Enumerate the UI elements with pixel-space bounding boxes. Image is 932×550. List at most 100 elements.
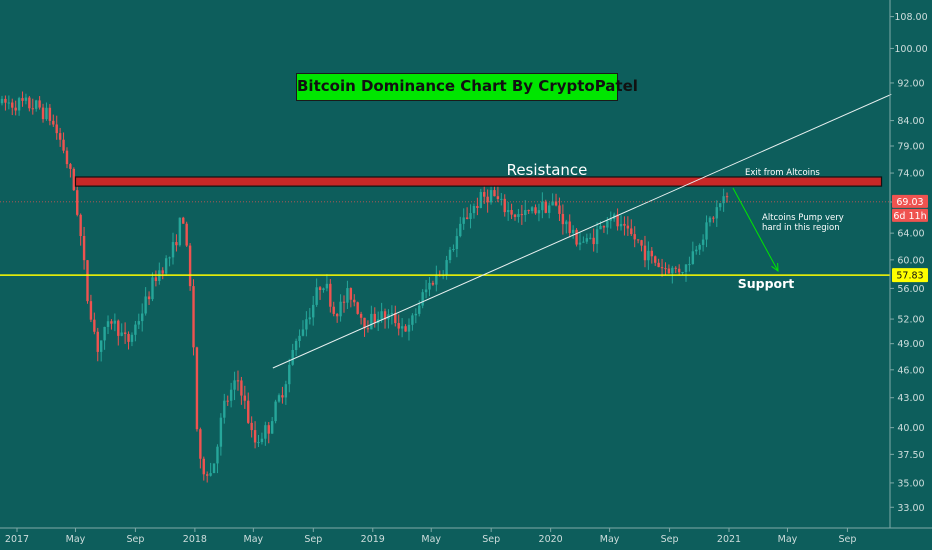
candle-86: [294, 338, 298, 357]
candle-160: [548, 202, 551, 219]
candle-32: [110, 319, 113, 330]
candle-208: [712, 216, 715, 223]
candle-141: [483, 185, 486, 204]
candle-42: [144, 287, 147, 316]
trendline: [272, 93, 892, 369]
y-tick-label-14: 40.00: [897, 423, 924, 434]
candle-199: [681, 271, 684, 275]
x-tick-label-14: Sep: [838, 534, 856, 545]
candle-108: [370, 305, 373, 330]
countdown-badge: 6d 11h: [892, 208, 928, 222]
candle-201: [688, 256, 691, 272]
candle-181: [619, 215, 623, 231]
candle-184: [630, 219, 633, 237]
candle-31: [106, 315, 110, 335]
candle-80: [274, 399, 277, 424]
candle-135: [462, 208, 465, 230]
y-tick-label-8: 60.00: [897, 255, 924, 266]
candle-82: [281, 386, 284, 404]
candle-6: [21, 91, 24, 107]
candle-39: [134, 320, 137, 342]
candle-131: [448, 246, 452, 264]
resistance-label: Resistance: [507, 161, 588, 179]
candle-167: [571, 225, 575, 239]
candle-123: [421, 289, 424, 309]
y-tick-label-17: 33.00: [897, 503, 924, 514]
y-tick-label-10: 52.00: [897, 315, 924, 326]
candle-64: [219, 413, 223, 456]
candle-38: [130, 332, 134, 347]
candle-0: [0, 95, 4, 106]
candle-44: [151, 272, 154, 302]
candle-8: [28, 95, 31, 112]
x-tick-label-11: Sep: [661, 534, 679, 545]
candle-84: [288, 358, 291, 393]
candle-104: [356, 301, 359, 315]
candle-180: [616, 208, 619, 231]
candle-63: [216, 444, 219, 474]
candles-group: [0, 91, 729, 483]
x-tick-label-9: 2020: [539, 534, 563, 545]
y-tick-label-11: 49.00: [897, 339, 924, 350]
candle-83: [284, 380, 288, 405]
candle-3: [11, 98, 14, 116]
candle-186: [636, 239, 640, 244]
candle-178: [609, 211, 612, 229]
candle-117: [400, 318, 404, 338]
candle-170: [582, 236, 585, 243]
candle-37: [127, 331, 130, 350]
candle-153: [524, 200, 527, 222]
annotations-group: Resistance Support Exit from Altcoins Al…: [507, 161, 844, 291]
candle-24: [82, 226, 86, 270]
candle-155: [530, 206, 534, 214]
candle-98: [335, 312, 339, 323]
candle-198: [677, 264, 681, 276]
candle-197: [674, 266, 677, 274]
candle-47: [161, 267, 164, 280]
candle-210: [719, 203, 722, 211]
candle-62: [212, 463, 216, 474]
candle-54: [185, 221, 188, 247]
candle-13: [45, 102, 48, 121]
candle-25: [86, 260, 89, 304]
candle-85: [291, 343, 294, 366]
candle-116: [397, 314, 400, 336]
candle-59: [202, 456, 205, 481]
candle-15: [52, 114, 55, 127]
candle-35: [120, 323, 123, 337]
candle-193: [660, 258, 664, 277]
candle-66: [226, 395, 229, 406]
time-axis: 2017 May Sep 2018 May Sep 2019 May Sep 2020 May Sep…: [0, 527, 932, 545]
candle-115: [394, 305, 397, 327]
candle-206: [705, 215, 708, 248]
candle-144: [493, 185, 496, 197]
candle-81: [277, 393, 281, 403]
candle-97: [332, 301, 335, 317]
candle-79: [270, 417, 274, 434]
candle-194: [664, 262, 667, 276]
candle-174: [595, 222, 599, 253]
candle-185: [633, 226, 636, 248]
candle-52: [178, 217, 182, 247]
x-tick-label-2: Sep: [126, 534, 144, 545]
x-tick-label-4: May: [244, 534, 264, 545]
candle-159: [544, 199, 547, 214]
pump-arrow: [732, 187, 779, 272]
x-tick-label-5: Sep: [304, 534, 322, 545]
y-tick-label-13: 43.00: [897, 393, 924, 404]
chart-title: Bitcoin Dominance Chart By CryptoPatel: [296, 73, 638, 101]
candle-48: [164, 255, 168, 277]
candle-209: [715, 200, 718, 227]
x-tick-label-7: May: [421, 534, 441, 545]
candle-133: [455, 228, 459, 258]
candle-121: [414, 308, 418, 324]
candle-94: [322, 287, 325, 293]
x-tick-label-0: 2017: [5, 534, 29, 545]
pump-label-line-1: Altcoins Pump very: [762, 213, 844, 223]
candle-88: [301, 320, 305, 337]
candle-102: [349, 287, 353, 308]
candle-40: [137, 313, 140, 329]
candle-105: [359, 311, 363, 325]
candle-172: [589, 233, 592, 240]
candle-89: [305, 311, 308, 337]
